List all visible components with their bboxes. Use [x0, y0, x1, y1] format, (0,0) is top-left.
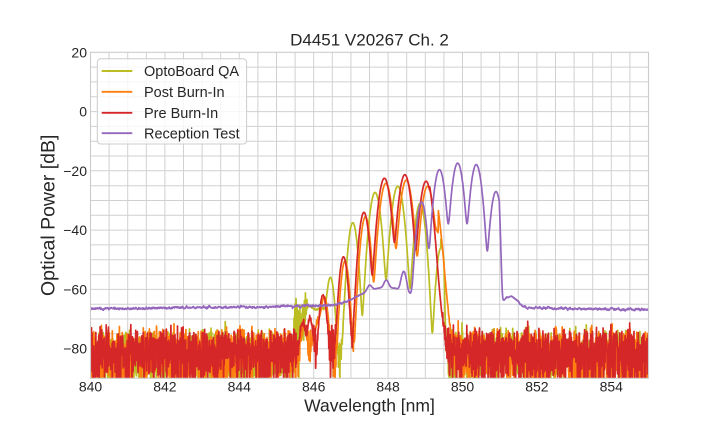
svg-text:842: 842: [153, 378, 177, 394]
svg-text:840: 840: [79, 378, 103, 394]
svg-text:−20: −20: [63, 163, 87, 179]
svg-text:Post Burn-In: Post Burn-In: [144, 85, 225, 101]
svg-text:854: 854: [600, 378, 624, 394]
svg-text:Pre Burn-In: Pre Burn-In: [144, 106, 218, 122]
svg-text:850: 850: [451, 378, 475, 394]
svg-text:0: 0: [79, 104, 87, 120]
svg-text:Wavelength [nm]: Wavelength [nm]: [304, 395, 435, 415]
svg-text:D4451 V20267 Ch. 2: D4451 V20267 Ch. 2: [290, 31, 449, 50]
svg-text:20: 20: [71, 44, 87, 60]
svg-text:Reception Test: Reception Test: [144, 126, 240, 142]
svg-text:844: 844: [228, 378, 252, 394]
svg-text:−60: −60: [63, 281, 87, 297]
svg-text:−40: −40: [63, 222, 87, 238]
svg-text:Optical Power [dB]: Optical Power [dB]: [38, 135, 60, 296]
svg-text:848: 848: [376, 378, 400, 394]
svg-text:OptoBoard QA: OptoBoard QA: [144, 64, 239, 80]
svg-text:852: 852: [525, 378, 549, 394]
svg-text:846: 846: [302, 378, 326, 394]
svg-text:−80: −80: [63, 341, 87, 357]
